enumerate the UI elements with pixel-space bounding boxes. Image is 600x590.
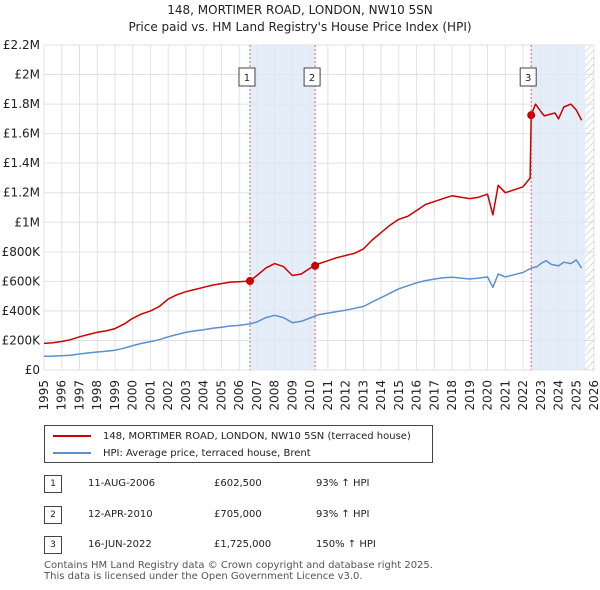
x-tick-label: 1996 xyxy=(55,380,69,411)
y-tick-label: £600K xyxy=(2,274,42,288)
sale-point xyxy=(311,261,320,270)
y-tick-label: £2.2M xyxy=(3,38,40,52)
transaction-hpi-change: 93% ↑ HPI xyxy=(316,509,370,520)
sale-label-number: 3 xyxy=(525,73,531,84)
x-tick-label: 1997 xyxy=(72,380,86,411)
legend-label-property: 148, MORTIMER ROAD, LONDON, NW10 5SN (te… xyxy=(103,430,411,442)
y-tick-label: £2M xyxy=(14,68,40,82)
x-tick-label: 2015 xyxy=(392,380,406,411)
x-tick-label: 2011 xyxy=(321,380,335,411)
footer-licence: This data is licensed under the Open Gov… xyxy=(44,571,363,582)
hpi-line xyxy=(43,259,583,358)
x-tick-label: 2012 xyxy=(339,380,353,411)
plot-background xyxy=(44,45,594,370)
x-tick-label: 2021 xyxy=(498,380,512,411)
x-tick-label: 2010 xyxy=(303,380,317,411)
x-tick-label: 2003 xyxy=(179,380,193,411)
sale-point xyxy=(245,276,254,285)
x-axis: 1995 1996 1997 1998 1999 2000 2001 2002 2003 2004… xyxy=(37,380,600,411)
transaction-number: 2 xyxy=(44,506,62,524)
sale-period-shading xyxy=(249,45,594,370)
transaction-hpi-change: 150% ↑ HPI xyxy=(316,539,376,550)
sale-point xyxy=(527,111,536,120)
x-tick-label: 1995 xyxy=(37,380,51,411)
legend-item-hpi: HPI: Average price, terraced house, Bren… xyxy=(53,445,311,461)
transaction-price: £1,725,000 xyxy=(214,539,272,550)
x-tick-label: 2019 xyxy=(463,380,477,411)
transaction-number: 3 xyxy=(44,536,62,554)
x-tick-label: 2024 xyxy=(552,380,566,411)
transaction-hpi-change: 93% ↑ HPI xyxy=(316,478,370,489)
sale-label-box xyxy=(238,67,256,87)
footer-copyright: Contains HM Land Registry data © Crown c… xyxy=(44,560,433,571)
sale-label-number: 1 xyxy=(244,73,250,84)
x-tick-label: 2018 xyxy=(445,380,459,411)
transaction-date: 16-JUN-2022 xyxy=(88,539,152,550)
x-tick-label: 1998 xyxy=(90,380,104,411)
legend-label-hpi: HPI: Average price, terraced house, Bren… xyxy=(103,447,311,459)
series-lines xyxy=(43,103,583,358)
legend-item-property: 148, MORTIMER ROAD, LONDON, NW10 5SN (te… xyxy=(53,428,411,444)
transaction-row: 1 11-AUG-2006 £602,500 93% ↑ HPI xyxy=(44,475,374,495)
x-tick-label: 2008 xyxy=(268,380,282,411)
transaction-date: 12-APR-2010 xyxy=(88,509,153,520)
x-tick-label: 2001 xyxy=(143,380,157,411)
legend-swatch-property xyxy=(53,435,91,437)
chart-title: 148, MORTIMER ROAD, LONDON, NW10 5SN xyxy=(167,3,433,17)
x-tick-label: 2025 xyxy=(569,380,583,411)
y-tick-label: £0 xyxy=(25,363,40,377)
transaction-number: 1 xyxy=(44,475,62,493)
y-tick-label: £1M xyxy=(14,215,40,229)
sale-label-box xyxy=(519,67,537,87)
x-tick-label: 2005 xyxy=(214,380,228,411)
plot-area xyxy=(44,45,594,370)
chart-subtitle: Price paid vs. HM Land Registry's House … xyxy=(128,20,471,34)
transaction-row: 3 16-JUN-2022 £1,725,000 150% ↑ HPI xyxy=(44,536,376,556)
footer: Contains HM Land Registry data © Crown c… xyxy=(44,560,433,582)
sale-label-number: 2 xyxy=(309,73,315,84)
x-tick-label: 2007 xyxy=(250,380,264,411)
x-tick-label: 2006 xyxy=(232,380,246,411)
y-tick-label: £200K xyxy=(2,333,42,347)
y-tick-label: £1.4M xyxy=(3,156,40,170)
x-tick-label: 2016 xyxy=(410,380,424,411)
y-tick-label: £1.6M xyxy=(3,127,40,141)
x-tick-label: 2023 xyxy=(534,380,548,411)
transaction-date: 11-AUG-2006 xyxy=(88,478,156,489)
transaction-row: 2 12-APR-2010 £705,000 93% ↑ HPI xyxy=(44,506,374,526)
x-tick-label: 2026 xyxy=(587,380,600,411)
y-tick-label: £1.8M xyxy=(3,97,40,111)
legend-swatch-hpi xyxy=(53,452,91,454)
shaded-range xyxy=(249,45,316,370)
transaction-price: £602,500 xyxy=(214,478,262,489)
y-tick-label: £1.2M xyxy=(3,186,40,200)
x-tick-label: 2000 xyxy=(126,380,140,411)
x-tick-label: 2022 xyxy=(516,380,530,411)
x-tick-label: 2017 xyxy=(427,380,441,411)
sale-labels: 1 2 3 xyxy=(238,67,537,87)
y-tick-label: £800K xyxy=(2,245,42,259)
x-tick-label: 1999 xyxy=(108,380,122,411)
sale-label-box xyxy=(303,67,321,87)
transaction-price: £705,000 xyxy=(214,509,262,520)
y-tick-label: £400K xyxy=(2,304,42,318)
price-chart: 148, MORTIMER ROAD, LONDON, NW10 5SN Pri… xyxy=(2,3,600,411)
legend: 148, MORTIMER ROAD, LONDON, NW10 5SN (te… xyxy=(44,425,433,463)
shaded-range xyxy=(531,45,586,370)
x-tick-label: 2002 xyxy=(161,380,175,411)
sale-points xyxy=(245,111,536,285)
x-tick-label: 2020 xyxy=(481,380,495,411)
x-tick-label: 2009 xyxy=(285,380,299,411)
x-tick-label: 2004 xyxy=(197,380,211,411)
future-hatch xyxy=(585,45,594,370)
x-tick-label: 2013 xyxy=(356,380,370,411)
y-axis: £0 £200K £400K £600K £800K £1M £1.2M £1.4M £1.6M… xyxy=(2,38,42,377)
x-tick-label: 2014 xyxy=(374,380,388,411)
property-price-line xyxy=(43,103,583,345)
